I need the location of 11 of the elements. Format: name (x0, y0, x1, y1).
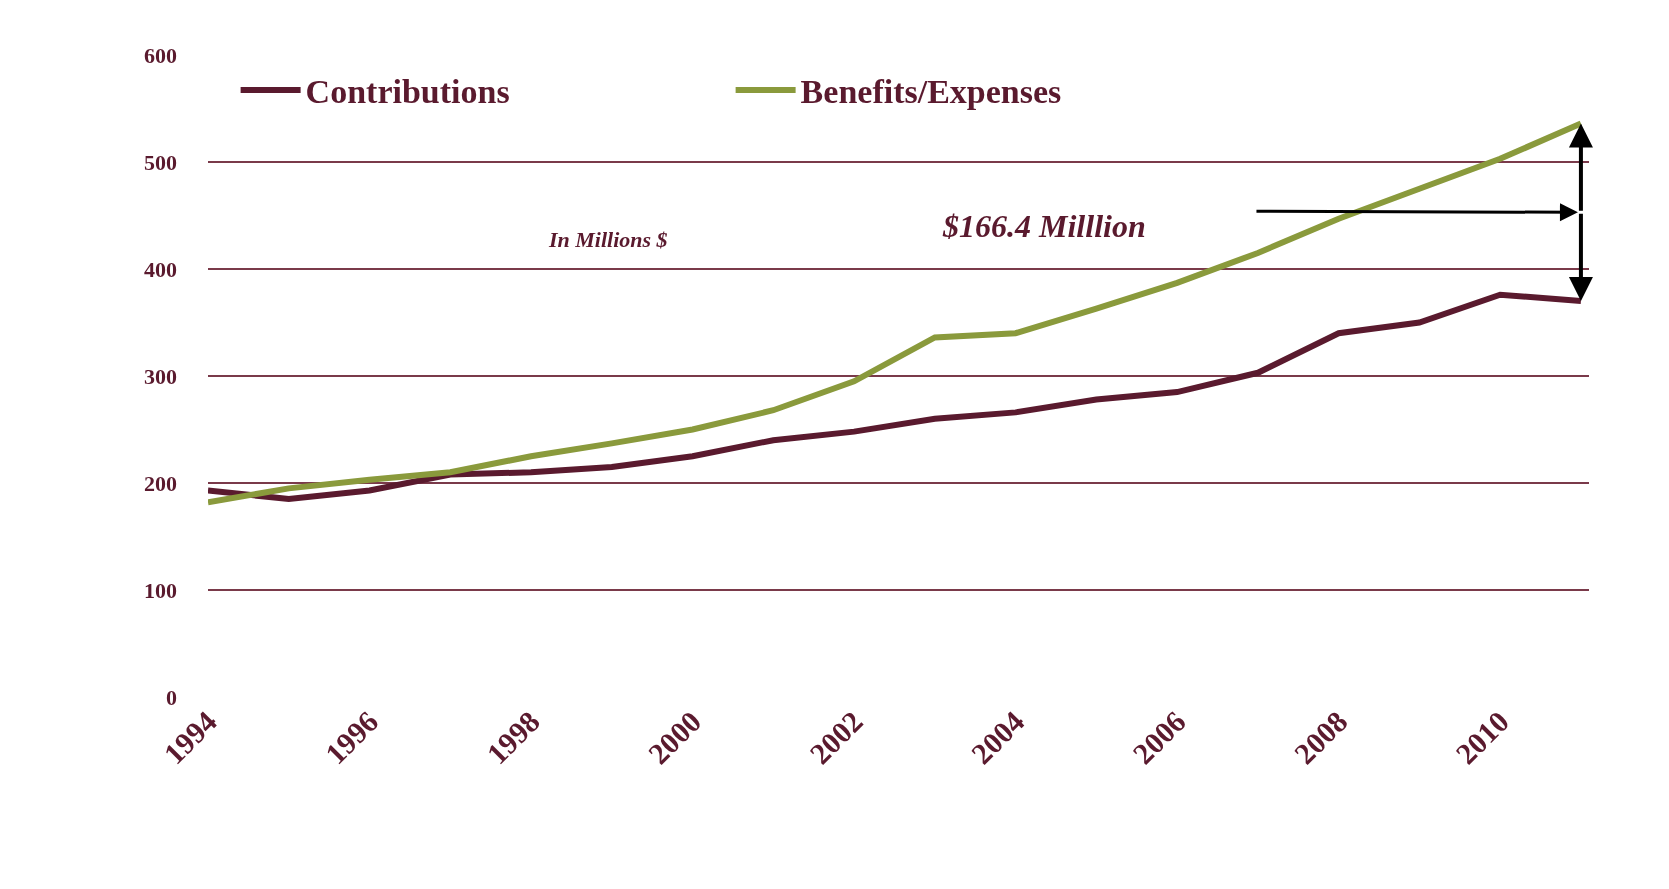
legend-label: Contributions (305, 73, 510, 111)
annotation: $166.4 Milllion (942, 208, 1146, 244)
y-tick-label: 0 (166, 684, 177, 710)
y-tick-label: 100 (144, 577, 177, 603)
y-tick-label: 300 (144, 363, 177, 389)
annotation: In Millions $ (548, 227, 668, 252)
y-tick-label: 600 (144, 42, 177, 68)
legend-label: Benefits/Expenses (800, 73, 1062, 111)
y-tick-label: 200 (144, 470, 177, 496)
y-tick-label: 500 (144, 149, 177, 175)
y-tick-label: 400 (144, 256, 177, 282)
